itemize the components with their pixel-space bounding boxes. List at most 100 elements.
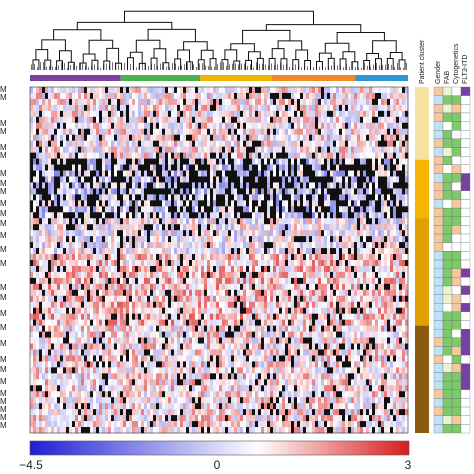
heatmap-cell	[252, 110, 256, 118]
heatmap-cell	[117, 98, 121, 106]
heatmap-cell	[351, 277, 355, 285]
heatmap-cell	[45, 236, 49, 243]
heatmap-cell	[69, 164, 73, 171]
heatmap-cell	[231, 230, 235, 237]
heatmap-cell	[228, 164, 232, 171]
heatmap-cell	[138, 152, 142, 159]
heatmap-cell	[69, 92, 73, 100]
heatmap-cell	[246, 87, 250, 94]
heatmap-cell	[120, 218, 124, 225]
heatmap-cell	[225, 128, 229, 136]
heatmap-cell	[327, 158, 331, 165]
heatmap-cell	[63, 182, 67, 189]
heatmap-cell	[198, 218, 202, 225]
heatmap-cell	[150, 271, 154, 279]
heatmap-cell	[288, 236, 292, 243]
heatmap-cell	[87, 254, 91, 261]
heatmap-cell	[78, 92, 82, 100]
heatmap-cell	[189, 289, 193, 297]
heatmap-cell	[279, 260, 283, 267]
heatmap-cell	[210, 116, 214, 124]
heatmap-cell	[90, 230, 94, 237]
heatmap-cell	[54, 110, 58, 118]
heatmap-cell	[60, 194, 64, 201]
heatmap-cell	[378, 188, 382, 195]
heatmap-cell	[390, 194, 394, 201]
heatmap-cell	[255, 194, 259, 201]
heatmap-cell	[237, 230, 241, 237]
heatmap-cell	[87, 188, 91, 195]
heatmap-cell	[93, 170, 97, 177]
heatmap-cell	[216, 289, 220, 297]
heatmap-cell	[324, 218, 328, 225]
heatmap-cell	[105, 265, 109, 273]
heatmap-cell	[171, 152, 175, 159]
heatmap-cell	[147, 116, 151, 124]
heatmap-cell	[123, 254, 127, 261]
heatmap-cell	[318, 182, 322, 189]
heatmap-cell	[294, 182, 298, 189]
heatmap-cell	[42, 206, 46, 213]
heatmap-cell	[330, 307, 334, 314]
heatmap-cell	[222, 307, 226, 314]
heatmap-cell	[213, 277, 217, 285]
heatmap-cell	[165, 242, 169, 249]
heatmap-cell	[381, 224, 385, 231]
heatmap-cell	[168, 289, 172, 297]
heatmap-cell	[141, 170, 145, 177]
heatmap-cell	[87, 242, 91, 249]
heatmap-cell	[132, 271, 136, 279]
heatmap-cell	[291, 146, 295, 153]
heatmap-cell	[303, 295, 307, 303]
heatmap-cell	[120, 134, 124, 141]
heatmap-cell	[135, 146, 139, 153]
heatmap-cell	[93, 128, 97, 136]
heatmap-cell	[90, 140, 94, 147]
heatmap-cell	[132, 277, 136, 285]
heatmap-cell	[303, 140, 307, 147]
heatmap-cell	[255, 260, 259, 267]
heatmap-cell	[393, 158, 397, 165]
heatmap-cell	[246, 260, 250, 267]
heatmap-cell	[285, 170, 289, 177]
heatmap-cell	[285, 92, 289, 100]
heatmap-cell	[402, 230, 406, 237]
heatmap-cell	[246, 206, 250, 213]
heatmap-cell	[237, 188, 241, 195]
heatmap-cell	[363, 206, 367, 213]
heatmap-cell	[195, 176, 199, 183]
heatmap-cell	[315, 260, 319, 267]
heatmap-cell	[51, 224, 55, 231]
heatmap-cell	[189, 194, 193, 201]
heatmap-cell	[96, 289, 100, 297]
heatmap-cell	[396, 254, 400, 261]
heatmap-cell	[129, 87, 133, 94]
heatmap-cell	[108, 110, 112, 118]
heatmap-cell	[339, 110, 343, 118]
heatmap-cell	[96, 248, 100, 255]
heatmap-cell	[195, 140, 199, 147]
heatmap-cell	[45, 128, 49, 136]
heatmap-cell	[189, 277, 193, 285]
heatmap-cell	[360, 212, 364, 219]
heatmap-cell	[228, 188, 232, 195]
heatmap-cell	[189, 146, 193, 153]
heatmap-cell	[90, 146, 94, 153]
heatmap-cell	[123, 265, 127, 273]
heatmap-cell	[156, 271, 160, 279]
heatmap-cell	[156, 236, 160, 243]
heatmap-cell	[120, 265, 124, 273]
heatmap-cell	[270, 283, 274, 291]
heatmap-cell	[39, 271, 43, 279]
heatmap-cell	[294, 134, 298, 141]
heatmap-cell	[300, 242, 304, 249]
heatmap-cell	[45, 212, 49, 219]
heatmap-cell	[330, 265, 334, 273]
heatmap-cell	[72, 200, 76, 207]
heatmap-cell	[396, 283, 400, 291]
heatmap-cell	[210, 212, 214, 219]
heatmap-cell	[249, 188, 253, 195]
heatmap-cell	[312, 248, 316, 255]
heatmap-cell	[63, 170, 67, 177]
heatmap-row	[30, 104, 409, 112]
